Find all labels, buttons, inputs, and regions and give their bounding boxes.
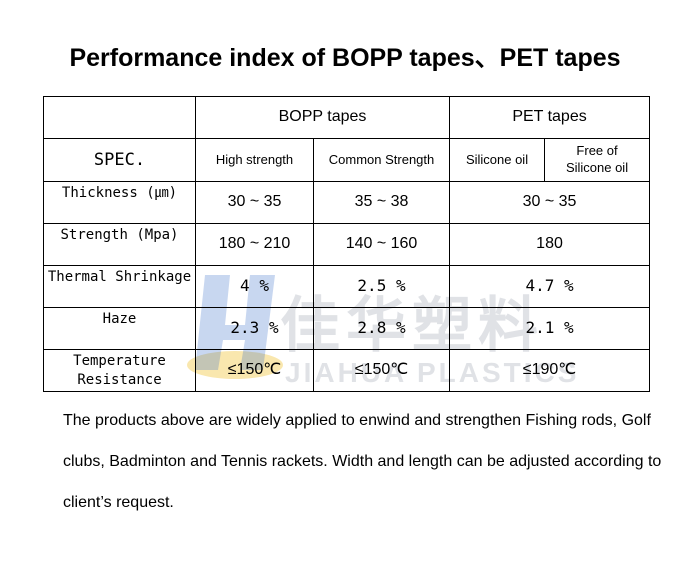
- row-label: Haze: [43, 307, 196, 350]
- cell-high: 2.3 %: [195, 307, 314, 350]
- table-row: Thickness (㎛) 30 ~ 35 35 ~ 38 30 ~ 35: [43, 181, 651, 224]
- cell-high: 30 ~ 35: [195, 181, 314, 224]
- row-label-line2: Resistance: [77, 371, 162, 388]
- empty-cell: [43, 96, 196, 139]
- spec-label: SPEC.: [43, 138, 196, 182]
- row-label: Temperature Resistance: [43, 349, 196, 392]
- spec-table: BOPP tapes PET tapes SPEC. High strength…: [43, 96, 651, 392]
- cell-high: ≤150℃: [195, 349, 314, 392]
- cell-high: 180 ~ 210: [195, 223, 314, 266]
- row-label: Thermal Shrinkage: [43, 265, 196, 308]
- table-row: Thermal Shrinkage 4 % 2.5 % 4.7 %: [43, 265, 651, 308]
- row-label-line1: Temperature: [73, 353, 166, 370]
- cell-common: ≤150℃: [312, 349, 451, 392]
- page-title: Performance index of BOPP tapes、PET tape…: [69, 44, 621, 72]
- cell-pet: 180: [449, 223, 651, 266]
- table-row: Haze 2.3 % 2.8 % 2.1 %: [43, 307, 651, 350]
- free-silicone-header: Free of Silicone oil: [544, 138, 651, 182]
- cell-pet: 30 ~ 35: [449, 181, 651, 224]
- row-label: Thickness (㎛): [43, 181, 196, 224]
- silicone-oil-header: Silicone oil: [449, 138, 546, 182]
- sub-header-row: SPEC. High strength Common Strength Sili…: [43, 138, 651, 182]
- cell-pet: ≤190℃: [449, 349, 651, 392]
- row-label: Strength (Mpa): [43, 223, 196, 266]
- free-silicone-line2: Silicone oil: [565, 160, 629, 175]
- bopp-group-header: BOPP tapes: [194, 96, 451, 139]
- cell-common: 2.5 %: [312, 265, 451, 308]
- cell-pet: 4.7 %: [449, 265, 651, 308]
- cell-common: 140 ~ 160: [312, 223, 451, 266]
- pet-group-header: PET tapes: [449, 96, 651, 139]
- description-text: The products above are widely applied to…: [63, 412, 662, 511]
- cell-high: 4 %: [195, 265, 314, 308]
- table-row: Strength (Mpa) 180 ~ 210 140 ~ 160 180: [43, 223, 651, 266]
- cell-common: 35 ~ 38: [312, 181, 451, 224]
- high-strength-header: High strength: [195, 138, 314, 182]
- cell-pet: 2.1 %: [449, 307, 651, 350]
- free-silicone-line1: Free of: [576, 143, 618, 159]
- cell-common: 2.8 %: [312, 307, 451, 350]
- common-strength-header: Common Strength: [312, 138, 451, 182]
- group-header-row: BOPP tapes PET tapes: [43, 96, 651, 139]
- table-row: Temperature Resistance ≤150℃ ≤150℃ ≤190℃: [43, 349, 651, 392]
